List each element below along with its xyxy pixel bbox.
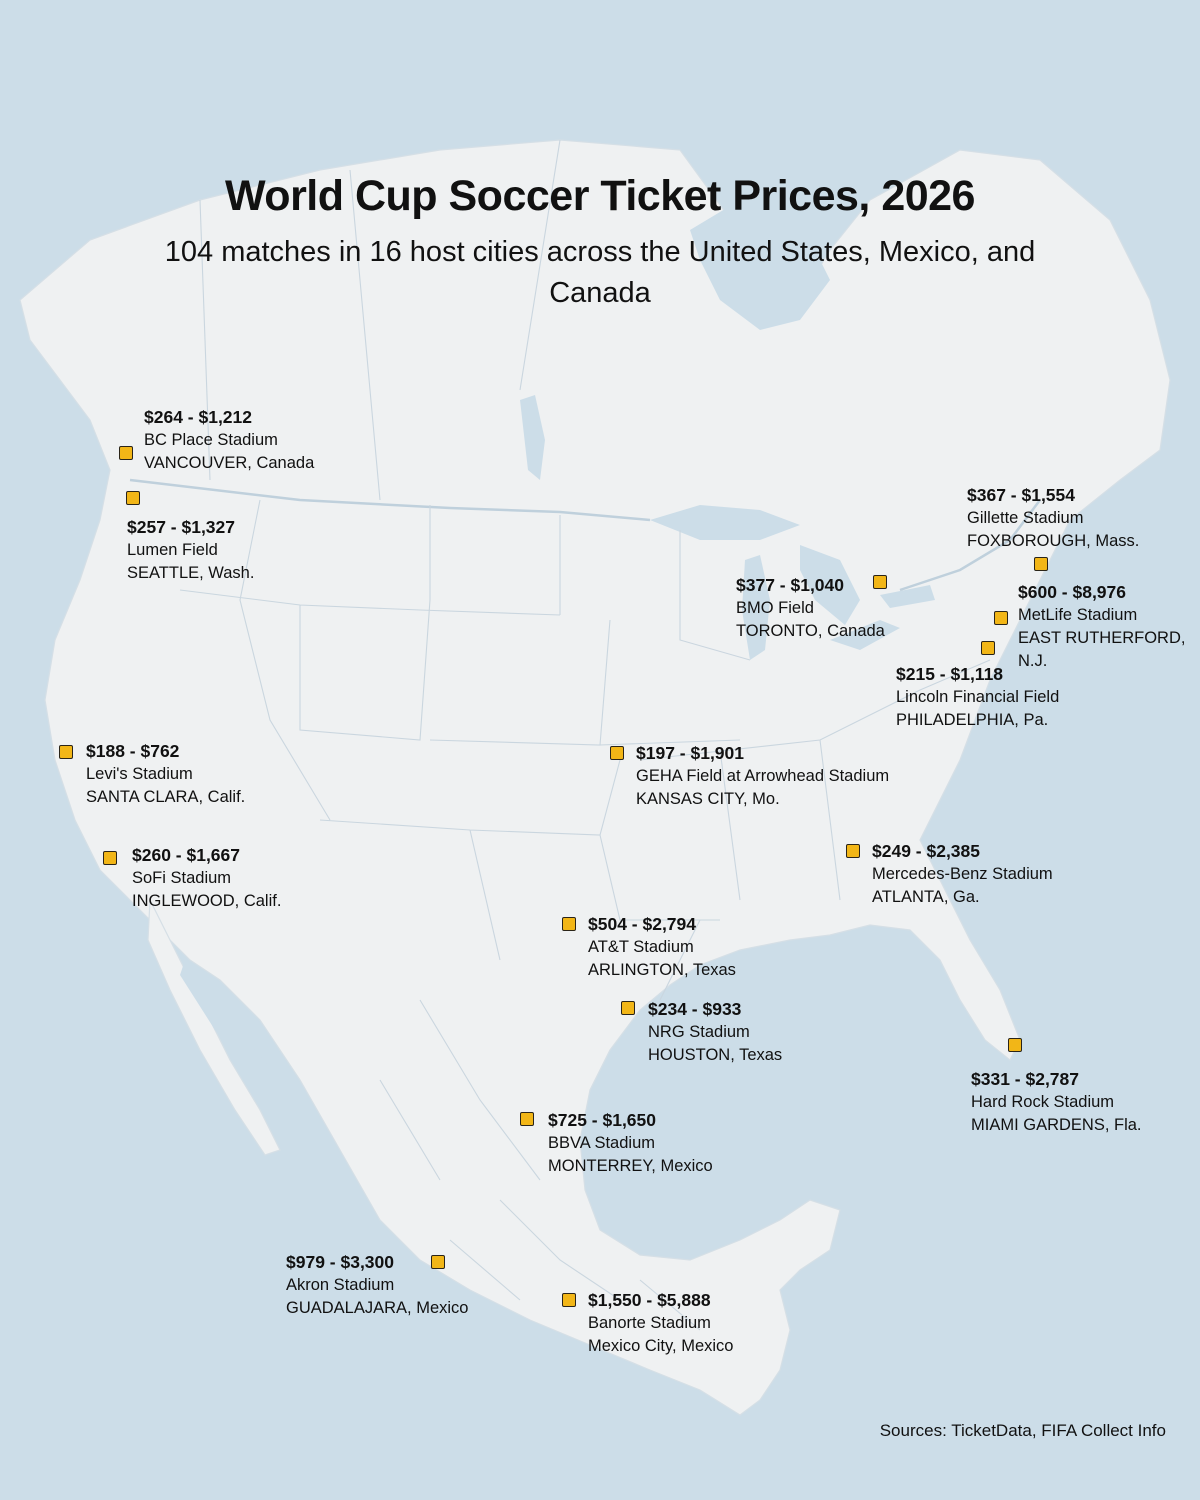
- stadium-name: Levi's Stadium: [86, 765, 193, 783]
- stadium-name: BC Place Stadium: [144, 431, 278, 449]
- sources-footer: Sources: TicketData, FIFA Collect Info: [879, 1421, 1166, 1440]
- price-range: $600 - $8,976: [1018, 582, 1127, 602]
- venue-marker-kansas-city[interactable]: [610, 746, 624, 760]
- venue-marker-toronto[interactable]: [873, 575, 887, 589]
- gulf-of-california: [180, 960, 320, 1145]
- venue-label-mexico-city: $1,550 - $5,888 Banorte Stadium Mexico C…: [588, 1289, 733, 1358]
- price-range: $260 - $1,667: [132, 845, 241, 865]
- city-name: ARLINGTON, Texas: [588, 961, 736, 979]
- venue-label-kansas-city: $197 - $1,901 GEHA Field at Arrowhead St…: [636, 742, 889, 811]
- price-range: $215 - $1,118: [896, 664, 1004, 684]
- stadium-name: BMO Field: [736, 599, 814, 617]
- price-range: $264 - $1,212: [144, 407, 253, 427]
- venue-label-miami-gardens: $331 - $2,787 Hard Rock Stadium MIAMI GA…: [971, 1068, 1142, 1137]
- stadium-name: BBVA Stadium: [548, 1134, 656, 1152]
- lake-michigan: [742, 555, 770, 660]
- stadium-name: MetLife Stadium: [1018, 606, 1138, 624]
- price-range: $234 - $933: [648, 999, 742, 1019]
- city-name: TORONTO, Canada: [736, 622, 885, 640]
- stadium-name: GEHA Field at Arrowhead Stadium: [636, 767, 890, 785]
- lake-ontario: [880, 585, 935, 608]
- city-name: VANCOUVER, Canada: [144, 454, 315, 472]
- venue-marker-atlanta[interactable]: [846, 844, 860, 858]
- price-range: $197 - $1,901: [636, 743, 745, 763]
- venue-marker-seattle[interactable]: [126, 491, 140, 505]
- city-state: N.J.: [1018, 652, 1048, 670]
- price-range: $257 - $1,327: [127, 517, 236, 537]
- city-name: PHILADELPHIA, Pa.: [896, 711, 1049, 729]
- price-range: $979 - $3,300: [286, 1252, 395, 1272]
- city-name: KANSAS CITY, Mo.: [636, 790, 780, 808]
- venue-marker-vancouver[interactable]: [119, 446, 133, 460]
- venue-marker-guadalajara[interactable]: [431, 1255, 445, 1269]
- stadium-name: NRG Stadium: [648, 1023, 750, 1041]
- lake-superior: [650, 505, 800, 540]
- hudson-bay: [690, 200, 830, 330]
- venue-label-seattle: $257 - $1,327 Lumen Field SEATTLE, Wash.: [127, 516, 254, 585]
- city-name: EAST RUTHERFORD,: [1018, 629, 1186, 647]
- stadium-name: Banorte Stadium: [588, 1314, 711, 1332]
- price-range: $331 - $2,787: [971, 1069, 1080, 1089]
- venue-marker-inglewood[interactable]: [103, 851, 117, 865]
- venue-label-santa-clara: $188 - $762 Levi's Stadium SANTA CLARA, …: [86, 740, 245, 809]
- price-range: $1,550 - $5,888: [588, 1290, 711, 1310]
- price-range: $377 - $1,040: [736, 575, 845, 595]
- page-subtitle: 104 matches in 16 host cities across the…: [164, 236, 1036, 309]
- venue-marker-santa-clara[interactable]: [59, 745, 73, 759]
- price-range: $188 - $762: [86, 741, 180, 761]
- city-name: SEATTLE, Wash.: [127, 564, 255, 582]
- lake-erie: [830, 620, 900, 650]
- city-name: MIAMI GARDENS, Fla.: [971, 1116, 1142, 1134]
- venue-marker-miami-gardens[interactable]: [1008, 1038, 1022, 1052]
- venue-label-monterrey: $725 - $1,650 BBVA Stadium MONTERREY, Me…: [548, 1109, 713, 1178]
- stadium-name: Akron Stadium: [286, 1276, 395, 1294]
- city-name: SANTA CLARA, Calif.: [86, 788, 246, 806]
- city-name: ATLANTA, Ga.: [872, 888, 980, 906]
- stadium-name: SoFi Stadium: [132, 869, 232, 887]
- stadium-name: Hard Rock Stadium: [971, 1093, 1115, 1111]
- city-name: Mexico City, Mexico: [588, 1337, 734, 1355]
- page-title: World Cup Soccer Ticket Prices, 2026: [225, 172, 975, 220]
- venue-marker-mexico-city[interactable]: [562, 1293, 576, 1307]
- stadium-name: Mercedes-Benz Stadium: [872, 865, 1053, 883]
- venue-label-east-rutherford: $600 - $8,976 MetLife Stadium EAST RUTHE…: [1018, 581, 1185, 673]
- us-canada-border: [129, 478, 1041, 592]
- city-name: GUADALAJARA, Mexico: [286, 1299, 469, 1317]
- stadium-name: Gillette Stadium: [967, 509, 1084, 527]
- city-name: MONTERREY, Mexico: [548, 1157, 713, 1175]
- venue-marker-monterrey[interactable]: [520, 1112, 534, 1126]
- venue-marker-houston[interactable]: [621, 1001, 635, 1015]
- city-name: FOXBOROUGH, Mass.: [967, 532, 1140, 550]
- venue-marker-philadelphia[interactable]: [981, 641, 995, 655]
- venue-label-toronto: $377 - $1,040 BMO Field TORONTO, Canada: [736, 574, 885, 643]
- venue-label-foxborough: $367 - $1,554 Gillette Stadium FOXBOROUG…: [967, 484, 1139, 553]
- venue-label-inglewood: $260 - $1,667 SoFi Stadium INGLEWOOD, Ca…: [132, 844, 281, 913]
- stadium-name: Lincoln Financial Field: [896, 688, 1060, 706]
- venue-label-guadalajara: $979 - $3,300 Akron Stadium GUADALAJARA,…: [286, 1251, 468, 1320]
- city-name: HOUSTON, Texas: [648, 1046, 783, 1064]
- stadium-name: Lumen Field: [127, 541, 218, 559]
- city-name: INGLEWOOD, Calif.: [132, 892, 282, 910]
- price-range: $725 - $1,650: [548, 1110, 657, 1130]
- land-mass: [19, 139, 1171, 1416]
- price-range: $504 - $2,794: [588, 914, 697, 934]
- venue-label-atlanta: $249 - $2,385 Mercedes-Benz Stadium ATLA…: [872, 840, 1053, 909]
- venue-marker-foxborough[interactable]: [1034, 557, 1048, 571]
- stadium-name: AT&T Stadium: [588, 938, 694, 956]
- lake-huron: [800, 545, 860, 625]
- price-range: $367 - $1,554: [967, 485, 1076, 505]
- venue-marker-arlington[interactable]: [562, 917, 576, 931]
- venue-label-houston: $234 - $933 NRG Stadium HOUSTON, Texas: [648, 998, 782, 1067]
- state-borders: [179, 139, 991, 1331]
- venue-label-vancouver: $264 - $1,212 BC Place Stadium VANCOUVER…: [144, 406, 314, 475]
- price-range: $249 - $2,385: [872, 841, 981, 861]
- lake-winnipeg: [520, 395, 545, 480]
- venue-marker-east-rutherford[interactable]: [994, 611, 1008, 625]
- venue-label-philadelphia: $215 - $1,118 Lincoln Financial Field PH…: [896, 663, 1059, 732]
- venue-label-arlington: $504 - $2,794 AT&T Stadium ARLINGTON, Te…: [588, 913, 736, 982]
